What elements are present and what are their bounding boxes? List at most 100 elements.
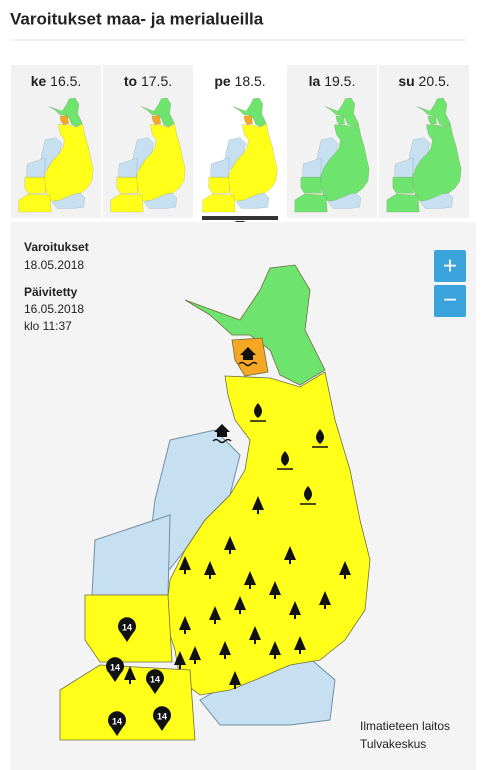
grass-fire-icon <box>254 403 262 418</box>
warning-region <box>116 177 138 194</box>
tab-label[interactable]: su 20.5. <box>398 73 449 89</box>
tab-date[interactable]: 18.5. <box>235 73 266 89</box>
tab-date[interactable]: 19.5. <box>324 73 355 89</box>
forest-fire-icon <box>249 626 261 644</box>
marker-pin[interactable] <box>106 657 124 682</box>
tab-day[interactable]: pe <box>214 73 231 89</box>
warning-region <box>319 123 370 202</box>
grass-fire-icon <box>316 429 324 444</box>
flood-icon <box>240 347 256 360</box>
tab-thumbnail[interactable] <box>18 97 94 213</box>
day-tab[interactable]: to 17.5. <box>103 65 193 218</box>
marker-pin[interactable] <box>108 711 126 736</box>
map: 14 14 14 14 14 <box>59 264 371 741</box>
tab-label[interactable]: pe 18.5. <box>214 73 265 89</box>
grass-fire-icon <box>281 451 289 466</box>
info-date: 18.05.2018 <box>24 258 84 272</box>
marker-label[interactable]: 14 <box>122 622 132 632</box>
forest-fire-icon <box>209 606 221 624</box>
page-title: Varoitukset maa- ja merialueilla <box>10 9 264 28</box>
info-label: Varoitukset <box>24 240 89 254</box>
forest-fire-icon <box>224 536 236 554</box>
tab-thumbnail[interactable] <box>386 97 462 213</box>
marker-pin[interactable] <box>118 617 136 642</box>
marker-pin[interactable] <box>153 706 171 731</box>
forest-fire-icon <box>124 666 136 684</box>
warning-region <box>140 97 175 127</box>
tab-day[interactable]: ke <box>31 73 47 89</box>
day-tab[interactable]: ke 16.5. <box>11 65 101 218</box>
warning-region <box>416 97 451 127</box>
tab-label[interactable]: ke 16.5. <box>31 73 82 89</box>
updated-label: Päivitetty <box>24 285 78 299</box>
tab-day[interactable]: su <box>398 73 414 89</box>
forest-fire-icon <box>234 596 246 614</box>
tab-day[interactable]: to <box>124 73 137 89</box>
zoom-out-label[interactable]: − <box>443 286 457 313</box>
warning-region <box>232 97 267 127</box>
wind-marker[interactable]: 14 <box>108 711 126 736</box>
day-tab[interactable]: la 19.5. <box>287 65 377 218</box>
tab-label[interactable]: la 19.5. <box>309 73 356 89</box>
sea-area <box>91 514 171 596</box>
warning-region <box>392 177 414 194</box>
warning-region <box>386 193 420 213</box>
warning-region <box>202 193 236 213</box>
grass-fire-icon <box>304 486 312 501</box>
tab-bar: ke 16.5. to 17.5. pe 18.5. la 19.5. su 20.5. <box>11 65 469 227</box>
tab-thumbnail[interactable] <box>110 97 186 213</box>
forest-fire-icon <box>289 601 301 619</box>
warning-region <box>110 193 144 213</box>
warning-region <box>335 115 345 125</box>
warning-region <box>48 97 83 127</box>
sea-area <box>26 157 46 178</box>
zoom-out[interactable]: − <box>434 285 466 317</box>
marker-label[interactable]: 14 <box>112 716 122 726</box>
marker-pin[interactable] <box>146 669 164 694</box>
credit: Tulvakeskus <box>360 737 426 751</box>
zoom-in[interactable]: + <box>434 250 466 282</box>
sea-area <box>210 157 230 178</box>
day-tab[interactable]: su 20.5. <box>379 65 469 218</box>
warning-region <box>184 264 326 386</box>
wind-marker[interactable]: 14 <box>106 657 124 682</box>
forest-fire-icon <box>179 616 191 634</box>
wind-marker[interactable]: 14 <box>146 669 164 694</box>
forest-fire-icon <box>252 496 264 514</box>
forest-fire-icon <box>229 671 241 689</box>
tab-label[interactable]: to 17.5. <box>124 73 172 89</box>
wind-marker[interactable]: 14 <box>153 706 171 731</box>
warning-region <box>227 123 278 202</box>
day-tab[interactable]: pe 18.5. <box>195 65 285 227</box>
forest-fire-icon <box>269 641 281 659</box>
forest-fire-icon <box>174 651 186 669</box>
tab-date[interactable]: 17.5. <box>141 73 172 89</box>
forest-fire-icon <box>294 636 306 654</box>
zoom-in-label[interactable]: + <box>443 252 457 279</box>
flood-wave <box>212 438 232 444</box>
flood-wave <box>238 361 258 367</box>
tab-thumbnail[interactable] <box>202 97 278 213</box>
forest-fire-icon <box>319 591 331 609</box>
marker-label[interactable]: 14 <box>110 662 120 672</box>
warning-region <box>427 115 437 125</box>
warning-region <box>243 115 253 125</box>
updated-time: klo 11:37 <box>24 319 72 333</box>
forest-fire-icon <box>244 571 256 589</box>
wind-marker[interactable]: 14 <box>118 617 136 642</box>
tab-date[interactable]: 20.5. <box>419 73 450 89</box>
flood-icon <box>214 424 230 437</box>
forest-fire-icon <box>269 581 281 599</box>
credit: Ilmatieteen laitos <box>360 719 450 733</box>
updated-date: 16.05.2018 <box>24 302 84 316</box>
marker-label[interactable]: 14 <box>157 711 167 721</box>
tab-date[interactable]: 16.5. <box>50 73 81 89</box>
tab-day[interactable]: la <box>309 73 321 89</box>
marker-label[interactable]: 14 <box>150 674 160 684</box>
forest-fire-icon <box>179 556 191 574</box>
warning-region <box>294 193 328 213</box>
tab-thumbnail[interactable] <box>294 97 370 213</box>
selected-indicator <box>202 216 278 220</box>
warning-region <box>24 177 46 194</box>
